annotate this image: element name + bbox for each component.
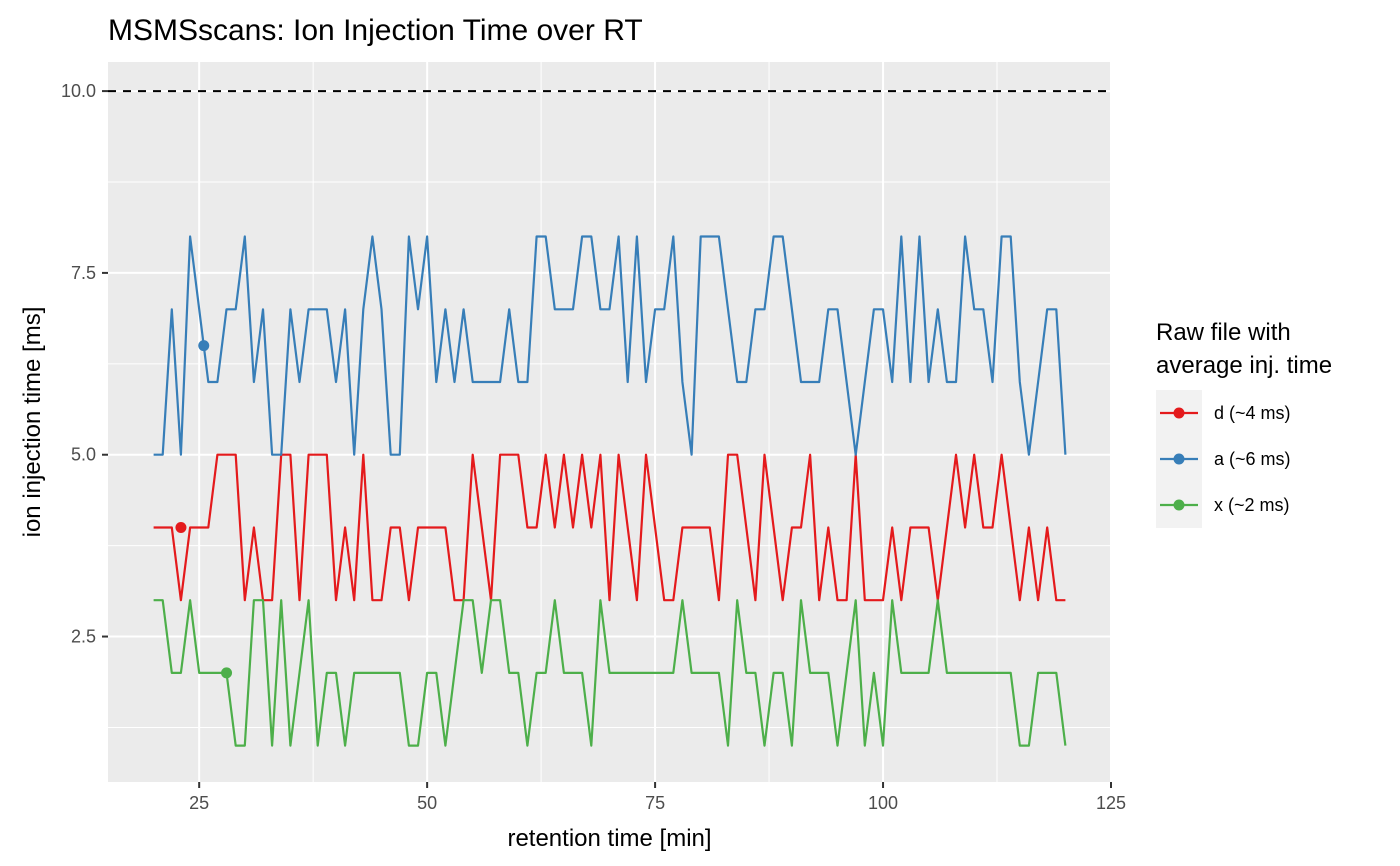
- chart-title: MSMSscans: Ion Injection Time over RT: [108, 14, 643, 47]
- series-line: [153, 599, 1067, 747]
- series-marker: [175, 521, 187, 533]
- x-tick-label: 50: [417, 793, 437, 813]
- legend-key-marker: [1173, 453, 1185, 465]
- series-marker: [221, 667, 233, 679]
- legend: Raw file with average inj. time d (~4 ms) a…: [1156, 319, 1332, 528]
- y-tick-label: 5.0: [71, 445, 96, 465]
- y-axis-title: ion injection time [ms]: [19, 307, 46, 538]
- x-axis: 25 50 75 100 125: [189, 782, 1126, 813]
- x-tick-label: 100: [868, 793, 898, 813]
- series-line: [153, 235, 1067, 456]
- series-line: [153, 453, 1066, 602]
- legend-label: a (~6 ms): [1214, 449, 1291, 469]
- legend-title-line: Raw file with: [1156, 319, 1291, 346]
- major-gridlines: [108, 62, 1112, 782]
- legend-key-marker: [1173, 499, 1185, 511]
- legend-key-marker: [1173, 407, 1185, 419]
- legend-label: x (~2 ms): [1214, 495, 1290, 515]
- y-axis: 2.5 5.0 7.5 10.0: [61, 81, 108, 647]
- x-tick-label: 25: [189, 793, 209, 813]
- y-tick-label: 10.0: [61, 81, 96, 101]
- legend-title-line: average inj. time: [1156, 352, 1332, 379]
- y-tick-label: 2.5: [71, 627, 96, 647]
- series-marker: [198, 340, 210, 352]
- x-axis-title: retention time [min]: [507, 825, 711, 852]
- x-tick-label: 75: [645, 793, 665, 813]
- x-tick-label: 125: [1096, 793, 1126, 813]
- y-tick-label: 7.5: [71, 263, 96, 283]
- legend-label: d (~4 ms): [1214, 403, 1291, 423]
- series-group: [153, 235, 1067, 747]
